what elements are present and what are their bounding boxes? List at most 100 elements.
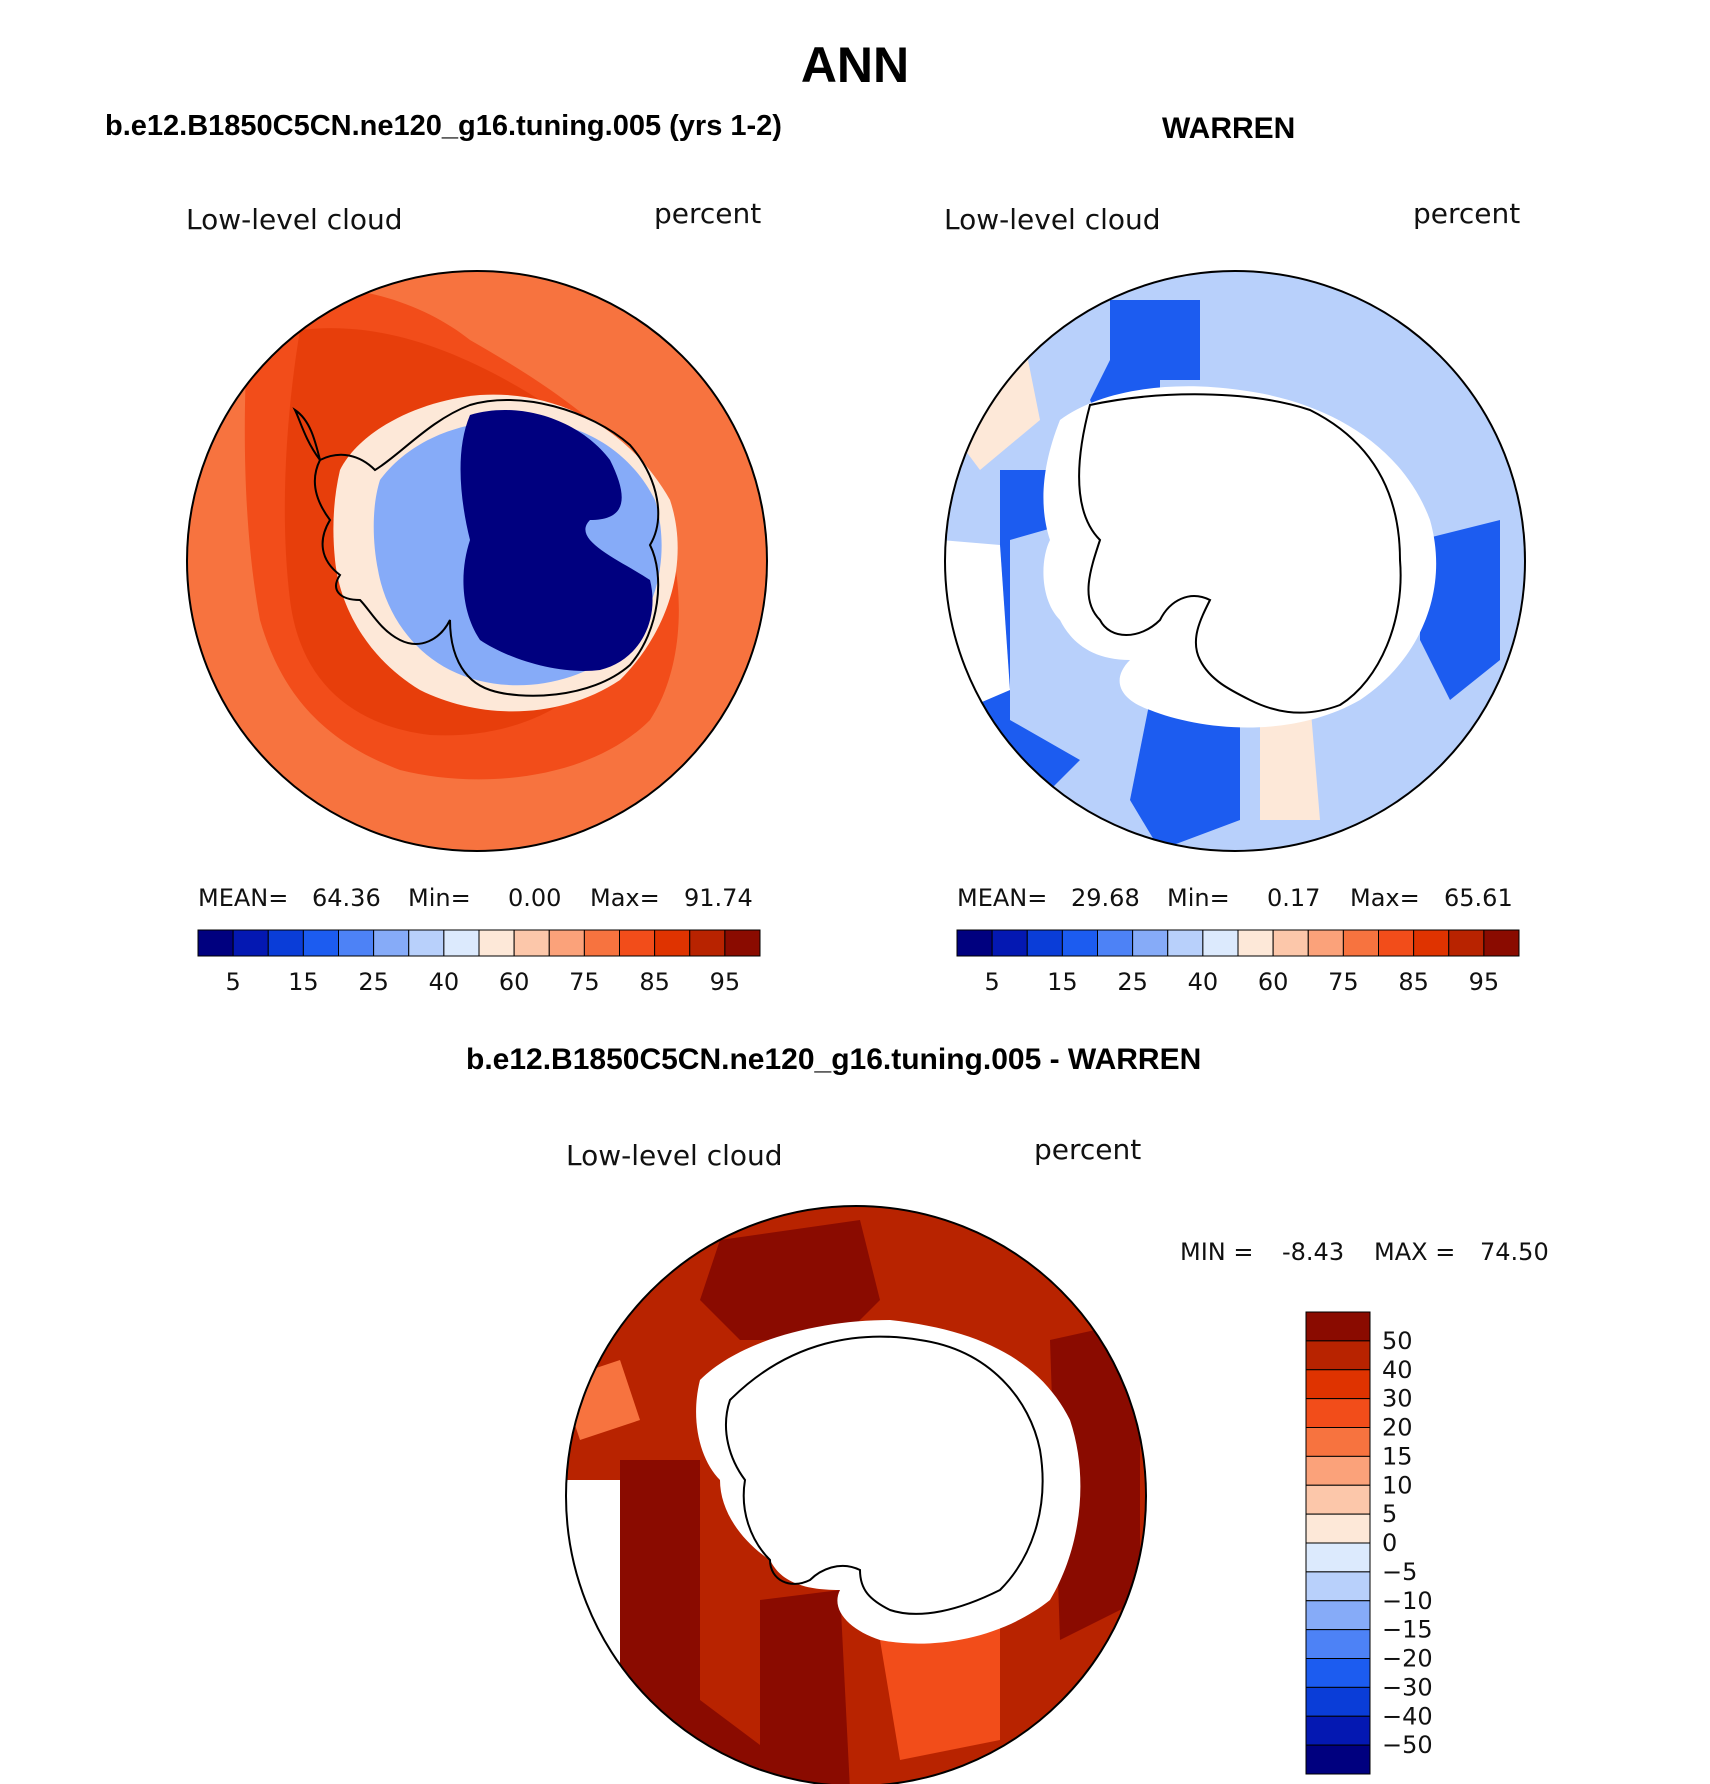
panel3-dark-patch-2 (620, 1460, 780, 1784)
colorbar-tick-label: 75 (1328, 968, 1359, 996)
panel2-units: percent (1413, 197, 1521, 230)
colorbar-bin (1305, 1571, 1371, 1602)
panel2-missing-wedge (945, 540, 1010, 720)
colorbar-tick-label: 25 (358, 968, 389, 996)
panel3-max-value: 74.50 (1480, 1238, 1549, 1266)
colorbar-bin (1305, 1715, 1371, 1746)
colorbar-bin (1342, 929, 1379, 957)
panel2-blue-patch-4 (1420, 520, 1500, 700)
panel2-max-value: 65.61 (1444, 884, 1513, 912)
colorbar-bin (1237, 929, 1274, 957)
colorbar-bin (1305, 1600, 1371, 1631)
colorbar-bin (443, 929, 480, 957)
colorbar-bin (478, 929, 515, 957)
colorbar-bin (619, 929, 656, 957)
colorbar-tick-label: 15 (288, 968, 319, 996)
colorbar-bin (1272, 929, 1309, 957)
panel3-min-value: -8.43 (1282, 1238, 1345, 1266)
colorbar-bin (408, 929, 445, 957)
colorbar-bin (724, 929, 761, 957)
colorbar-tick-label: 15 (1047, 968, 1078, 996)
colorbar-tick-label: 25 (1117, 968, 1148, 996)
panel3-map (566, 1206, 1146, 1784)
colorbar-bin (1305, 1340, 1371, 1371)
panel2-variable: Low-level cloud (944, 203, 1161, 236)
colorbar-bin (956, 929, 993, 957)
colorbar-tick-label: −5 (1382, 1558, 1417, 1586)
colorbar-bin (654, 929, 691, 957)
colorbar-tick-label: −40 (1382, 1702, 1433, 1730)
colorbar-bin (1305, 1311, 1371, 1342)
panel3-min-label: MIN = (1180, 1238, 1254, 1266)
colorbar-tick-label: −15 (1382, 1616, 1433, 1644)
colorbar-tick-label: 40 (1382, 1356, 1413, 1384)
colorbar-tick-label: 85 (1398, 968, 1429, 996)
colorbar-bin (1305, 1455, 1371, 1486)
panel2-mean-value: 29.68 (1071, 884, 1140, 912)
panel3-map-border (565, 1205, 1147, 1784)
colorbar-tick-label: 5 (1382, 1500, 1397, 1528)
colorbar-tick-label: 20 (1382, 1414, 1413, 1442)
panel3-max-label: MAX = (1374, 1238, 1456, 1266)
colorbar-bin (1305, 1542, 1371, 1573)
colorbar-bin (1305, 1686, 1371, 1717)
colorbar-bin (338, 929, 375, 957)
colorbar-bin (1305, 1484, 1371, 1515)
colorbar-tick-label: 5 (225, 968, 240, 996)
panel1-mean-label: MEAN= (198, 884, 289, 912)
panel2-map (945, 271, 1525, 851)
panel3-dark-patch-4 (1050, 1320, 1140, 1640)
colorbar-tick-label: 95 (1469, 968, 1500, 996)
panel2-title: WARREN (1162, 112, 1296, 145)
colorbar-bin (1307, 929, 1344, 957)
colorbar-tick-label: −50 (1382, 1731, 1433, 1759)
colorbar-bin (1167, 929, 1204, 957)
colorbar-tick-label: 40 (429, 968, 460, 996)
panel2-colorbar: 5 15 25 40 60 75 85 95 (956, 929, 1520, 996)
colorbar-bin (1448, 929, 1485, 957)
colorbar-bin (689, 929, 726, 957)
panel1-variable: Low-level cloud (186, 203, 403, 236)
panel3-title: b.e12.B1850C5CN.ne120_g16.tuning.005 - W… (466, 1043, 1202, 1076)
panel1-mean-value: 64.36 (312, 884, 381, 912)
colorbar-bin (1305, 1369, 1371, 1400)
colorbar-bin (1061, 929, 1098, 957)
colorbar-bin (267, 929, 304, 957)
panel3-units: percent (1034, 1133, 1142, 1166)
colorbar-tick-label: 5 (984, 968, 999, 996)
panel2-warm-patch (1260, 700, 1320, 820)
colorbar-bin (548, 929, 585, 957)
colorbar-bin (1026, 929, 1063, 957)
colorbar-tick-label: 95 (710, 968, 741, 996)
colorbar-bin (1132, 929, 1169, 957)
panel1-min-value: 0.00 (508, 884, 562, 912)
colorbar-bin (1378, 929, 1415, 957)
colorbar-tick-label: −30 (1382, 1673, 1433, 1701)
panel1-max-label: Max= (590, 884, 660, 912)
colorbar-tick-label: 15 (1382, 1442, 1413, 1470)
panel1-max-value: 91.74 (684, 884, 753, 912)
panel2-mean-label: MEAN= (957, 884, 1048, 912)
colorbar-tick-label: −20 (1382, 1645, 1433, 1673)
panel1-units: percent (654, 197, 762, 230)
colorbar-bin (1305, 1513, 1371, 1544)
panel2-coastline (1078, 393, 1402, 714)
panel1-min-label: Min= (408, 884, 471, 912)
page-title: ANN (800, 37, 910, 93)
panel1-colorbar: 5 15 25 40 60 75 85 95 (197, 929, 761, 996)
colorbar-bin (513, 929, 550, 957)
panel2-land-missing (1043, 386, 1437, 728)
colorbar-bin (197, 929, 234, 957)
panel3-orange-patch (880, 1620, 1000, 1760)
colorbar-bin (232, 929, 269, 957)
panel1-peninsula (292, 407, 321, 461)
panel3-land-missing (696, 1320, 1081, 1644)
panel1-map (187, 271, 767, 851)
colorbar-tick-label: 60 (1258, 968, 1289, 996)
colorbar-tick-label: −10 (1382, 1587, 1433, 1615)
panel1-title: b.e12.B1850C5CN.ne120_g16.tuning.005 (yr… (105, 110, 782, 142)
colorbar-bin (1305, 1744, 1371, 1775)
colorbar-tick-label: 50 (1382, 1327, 1413, 1355)
panel2-max-label: Max= (1350, 884, 1420, 912)
